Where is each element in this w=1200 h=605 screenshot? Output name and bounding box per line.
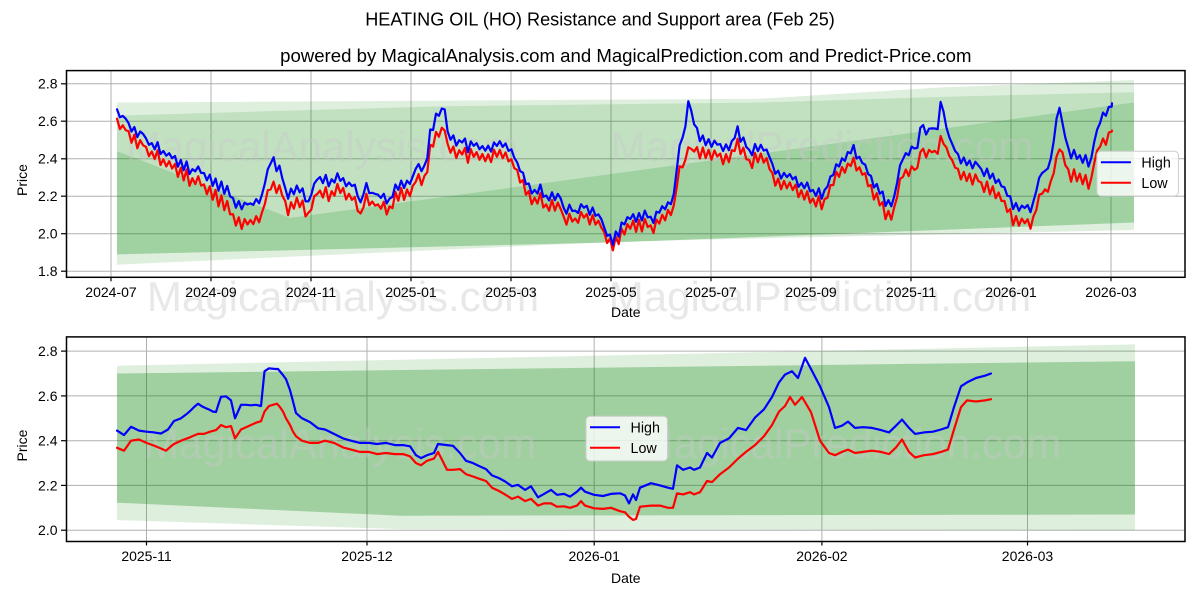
svg-text:2.0: 2.0 <box>38 226 58 242</box>
svg-text:2026-03: 2026-03 <box>1002 548 1054 564</box>
svg-text:MagicalPrediction.com: MagicalPrediction.com <box>639 420 1062 467</box>
svg-text:High: High <box>631 421 660 437</box>
svg-text:2.6: 2.6 <box>38 113 58 129</box>
svg-text:2.6: 2.6 <box>38 388 58 404</box>
svg-text:2025-11: 2025-11 <box>121 548 172 564</box>
svg-text:2025-11: 2025-11 <box>886 284 937 300</box>
svg-text:1.8: 1.8 <box>38 263 58 279</box>
svg-text:2024-11: 2024-11 <box>286 284 337 300</box>
svg-text:MagicalAnalysis.com: MagicalAnalysis.com <box>126 123 518 170</box>
svg-text:HEATING OIL (HO) Resistance an: HEATING OIL (HO) Resistance and Support … <box>365 10 835 30</box>
svg-text:Date: Date <box>611 304 641 320</box>
svg-text:2.0: 2.0 <box>38 522 58 538</box>
svg-text:2.8: 2.8 <box>38 343 58 359</box>
svg-text:MagicalAnalysis.com: MagicalAnalysis.com <box>144 420 536 467</box>
svg-text:2026-03: 2026-03 <box>1085 284 1137 300</box>
svg-text:2025-09: 2025-09 <box>785 284 837 300</box>
svg-text:2.8: 2.8 <box>38 76 58 92</box>
svg-text:Date: Date <box>611 570 641 586</box>
svg-text:2024-09: 2024-09 <box>185 284 237 300</box>
svg-text:2.2: 2.2 <box>38 188 58 204</box>
svg-text:Price: Price <box>14 429 30 461</box>
svg-text:2026-02: 2026-02 <box>796 548 848 564</box>
svg-text:2024-07: 2024-07 <box>85 284 137 300</box>
svg-text:2025-07: 2025-07 <box>685 284 737 300</box>
svg-text:MagicalPrediction.com: MagicalPrediction.com <box>609 273 1032 320</box>
svg-text:2025-12: 2025-12 <box>341 548 393 564</box>
svg-text:2025-01: 2025-01 <box>385 284 437 300</box>
svg-text:2025-05: 2025-05 <box>585 284 637 300</box>
svg-text:Low: Low <box>631 441 658 457</box>
svg-text:2.2: 2.2 <box>38 477 58 493</box>
svg-text:2.4: 2.4 <box>38 151 58 167</box>
svg-text:MagicalAnalysis.com: MagicalAnalysis.com <box>147 273 539 320</box>
svg-text:Low: Low <box>1141 176 1168 192</box>
svg-text:MagicalPrediction.com: MagicalPrediction.com <box>611 123 1034 170</box>
svg-text:High: High <box>1141 156 1170 172</box>
svg-text:2.4: 2.4 <box>38 433 58 449</box>
svg-text:Price: Price <box>14 164 30 196</box>
svg-text:powered by MagicalAnalysis.com: powered by MagicalAnalysis.com and Magic… <box>280 45 971 66</box>
svg-text:2025-03: 2025-03 <box>485 284 537 300</box>
svg-text:2026-01: 2026-01 <box>569 548 621 564</box>
svg-text:2026-01: 2026-01 <box>985 284 1037 300</box>
